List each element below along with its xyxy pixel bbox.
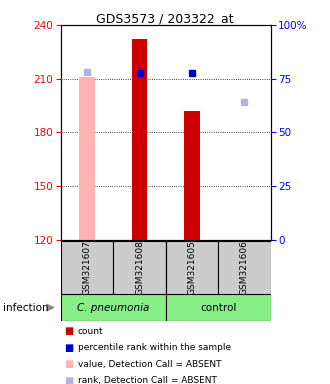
Text: ■: ■ xyxy=(64,343,74,353)
Bar xyxy=(114,241,166,294)
Bar xyxy=(132,39,148,240)
Bar xyxy=(61,241,114,294)
Text: GSM321605: GSM321605 xyxy=(187,240,197,295)
Text: infection: infection xyxy=(3,303,49,313)
Text: ■: ■ xyxy=(64,326,74,336)
Text: GSM321607: GSM321607 xyxy=(83,240,92,295)
Text: GDS3573 / 203322_at: GDS3573 / 203322_at xyxy=(96,12,234,25)
Text: ■: ■ xyxy=(64,376,74,384)
Text: GSM321608: GSM321608 xyxy=(135,240,144,295)
Text: C. pneumonia: C. pneumonia xyxy=(77,303,149,313)
Bar xyxy=(166,294,271,321)
Bar xyxy=(184,111,200,240)
Text: count: count xyxy=(78,326,103,336)
Text: ■: ■ xyxy=(64,359,74,369)
Text: control: control xyxy=(200,303,236,313)
Text: value, Detection Call = ABSENT: value, Detection Call = ABSENT xyxy=(78,359,221,369)
Bar xyxy=(166,241,218,294)
Bar xyxy=(218,241,271,294)
Text: percentile rank within the sample: percentile rank within the sample xyxy=(78,343,231,352)
Bar xyxy=(61,294,166,321)
Bar xyxy=(80,77,95,240)
Text: GSM321606: GSM321606 xyxy=(240,240,249,295)
Text: rank, Detection Call = ABSENT: rank, Detection Call = ABSENT xyxy=(78,376,216,384)
